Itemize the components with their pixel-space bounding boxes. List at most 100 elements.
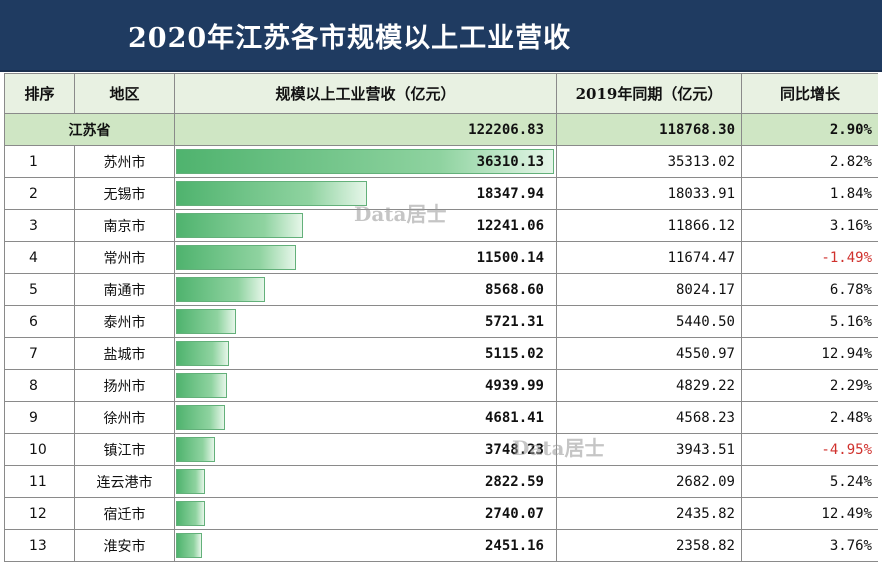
revenue-2019-cell: 8024.17 — [556, 273, 742, 306]
table-row: 5 南通市 8568.60 8024.17 6.78% — [4, 273, 878, 306]
revenue-2020-cell: 36310.13 — [174, 145, 557, 178]
rank-cell: 3 — [4, 209, 75, 242]
revenue-bar — [176, 469, 205, 494]
revenue-2020-cell: 5721.31 — [174, 305, 557, 338]
growth-cell: 5.24% — [741, 465, 878, 498]
revenue-bar — [176, 501, 205, 526]
growth-cell: 3.16% — [741, 209, 878, 242]
growth-cell: 2.48% — [741, 401, 878, 434]
rank-cell: 5 — [4, 273, 75, 306]
province-growth: 2.90% — [741, 113, 878, 146]
chart-title: 2020年江苏各市规模以上工业营收 — [128, 23, 572, 54]
growth-cell: 2.29% — [741, 369, 878, 402]
data-table: 排序 地区 规模以上工业营收（亿元） 2019年同期（亿元） 同比增长 江苏省 … — [4, 73, 878, 562]
rank-cell: 4 — [4, 241, 75, 274]
data-table-container: 排序 地区 规模以上工业营收（亿元） 2019年同期（亿元） 同比增长 江苏省 … — [4, 73, 878, 574]
revenue-bar — [176, 373, 227, 398]
revenue-2019-cell: 18033.91 — [556, 177, 742, 210]
region-cell: 扬州市 — [74, 369, 175, 402]
revenue-2019-cell: 2682.09 — [556, 465, 742, 498]
revenue-2020-value: 3748.23 — [484, 441, 544, 458]
header-rank: 排序 — [4, 73, 75, 114]
growth-cell: -4.95% — [741, 433, 878, 466]
revenue-2020-cell: 4939.99 — [174, 369, 557, 402]
region-cell: 南京市 — [74, 209, 175, 242]
rank-cell: 10 — [4, 433, 75, 466]
revenue-2019-cell: 11674.47 — [556, 241, 742, 274]
revenue-2019-cell: 2358.82 — [556, 529, 742, 562]
rank-cell: 13 — [4, 529, 75, 562]
growth-cell: 6.78% — [741, 273, 878, 306]
table-row: 1 苏州市 36310.13 35313.02 2.82% — [4, 145, 878, 178]
table-row: 3 南京市 12241.06 11866.12 3.16% — [4, 209, 878, 242]
header-region: 地区 — [74, 73, 175, 114]
revenue-2019-cell: 3943.51 — [556, 433, 742, 466]
revenue-2020-value: 18347.94 — [476, 185, 544, 202]
revenue-2020-cell: 5115.02 — [174, 337, 557, 370]
table-row: 6 泰州市 5721.31 5440.50 5.16% — [4, 305, 878, 338]
revenue-bar — [176, 309, 236, 334]
table-row: 10 镇江市 3748.23 3943.51 -4.95% — [4, 433, 878, 466]
revenue-2020-cell: 8568.60 — [174, 273, 557, 306]
revenue-2020-value: 4939.99 — [484, 377, 544, 394]
growth-cell: 5.16% — [741, 305, 878, 338]
revenue-2019-cell: 4568.23 — [556, 401, 742, 434]
region-cell: 徐州市 — [74, 401, 175, 434]
revenue-2019-cell: 4550.97 — [556, 337, 742, 370]
growth-cell: 12.49% — [741, 497, 878, 530]
region-cell: 淮安市 — [74, 529, 175, 562]
revenue-2020-cell: 3748.23 — [174, 433, 557, 466]
province-revenue-2020: 122206.83 — [468, 121, 544, 138]
header-revenue-2019: 2019年同期（亿元） — [556, 73, 742, 114]
region-cell: 盐城市 — [74, 337, 175, 370]
rank-cell: 2 — [4, 177, 75, 210]
title-bar: 2020年江苏各市规模以上工业营收 — [0, 0, 882, 72]
region-cell: 无锡市 — [74, 177, 175, 210]
table-row: 13 淮安市 2451.16 2358.82 3.76% — [4, 529, 878, 562]
revenue-bar — [176, 533, 202, 558]
revenue-2020-cell: 2822.59 — [174, 465, 557, 498]
rank-cell: 11 — [4, 465, 75, 498]
table-row: 4 常州市 11500.14 11674.47 -1.49% — [4, 241, 878, 274]
revenue-bar — [176, 245, 296, 270]
table-row: 7 盐城市 5115.02 4550.97 12.94% — [4, 337, 878, 370]
revenue-2020-cell: 4681.41 — [174, 401, 557, 434]
growth-cell: 2.82% — [741, 145, 878, 178]
revenue-2020-cell: 2740.07 — [174, 497, 557, 530]
rank-cell: 8 — [4, 369, 75, 402]
header-growth: 同比增长 — [741, 73, 878, 114]
province-total-row: 江苏省 122206.83 118768.30 2.90% — [4, 113, 878, 146]
province-name: 江苏省 — [4, 113, 175, 146]
revenue-2020-value: 8568.60 — [484, 281, 544, 298]
rank-cell: 9 — [4, 401, 75, 434]
revenue-2020-value: 12241.06 — [476, 217, 544, 234]
revenue-2020-value: 5721.31 — [484, 313, 544, 330]
revenue-2019-cell: 5440.50 — [556, 305, 742, 338]
table-row: 9 徐州市 4681.41 4568.23 2.48% — [4, 401, 878, 434]
table-row: 12 宿迁市 2740.07 2435.82 12.49% — [4, 497, 878, 530]
revenue-bar — [176, 277, 265, 302]
revenue-2019-cell: 4829.22 — [556, 369, 742, 402]
revenue-2020-value: 2451.16 — [484, 537, 544, 554]
revenue-bar — [176, 213, 303, 238]
rank-cell: 6 — [4, 305, 75, 338]
growth-cell: 1.84% — [741, 177, 878, 210]
rank-cell: 1 — [4, 145, 75, 178]
revenue-2020-cell: 2451.16 — [174, 529, 557, 562]
growth-cell: -1.49% — [741, 241, 878, 274]
revenue-2020-value: 4681.41 — [484, 409, 544, 426]
region-cell: 镇江市 — [74, 433, 175, 466]
region-cell: 连云港市 — [74, 465, 175, 498]
revenue-bar — [176, 149, 554, 174]
revenue-2020-value: 5115.02 — [484, 345, 544, 362]
region-cell: 宿迁市 — [74, 497, 175, 530]
revenue-2020-value: 36310.13 — [476, 153, 544, 170]
revenue-2019-cell: 11866.12 — [556, 209, 742, 242]
region-cell: 泰州市 — [74, 305, 175, 338]
header-row: 排序 地区 规模以上工业营收（亿元） 2019年同期（亿元） 同比增长 — [4, 73, 878, 114]
revenue-bar — [176, 341, 229, 366]
province-revenue-2019: 118768.30 — [556, 113, 742, 146]
rank-cell: 7 — [4, 337, 75, 370]
growth-cell: 3.76% — [741, 529, 878, 562]
region-cell: 常州市 — [74, 241, 175, 274]
